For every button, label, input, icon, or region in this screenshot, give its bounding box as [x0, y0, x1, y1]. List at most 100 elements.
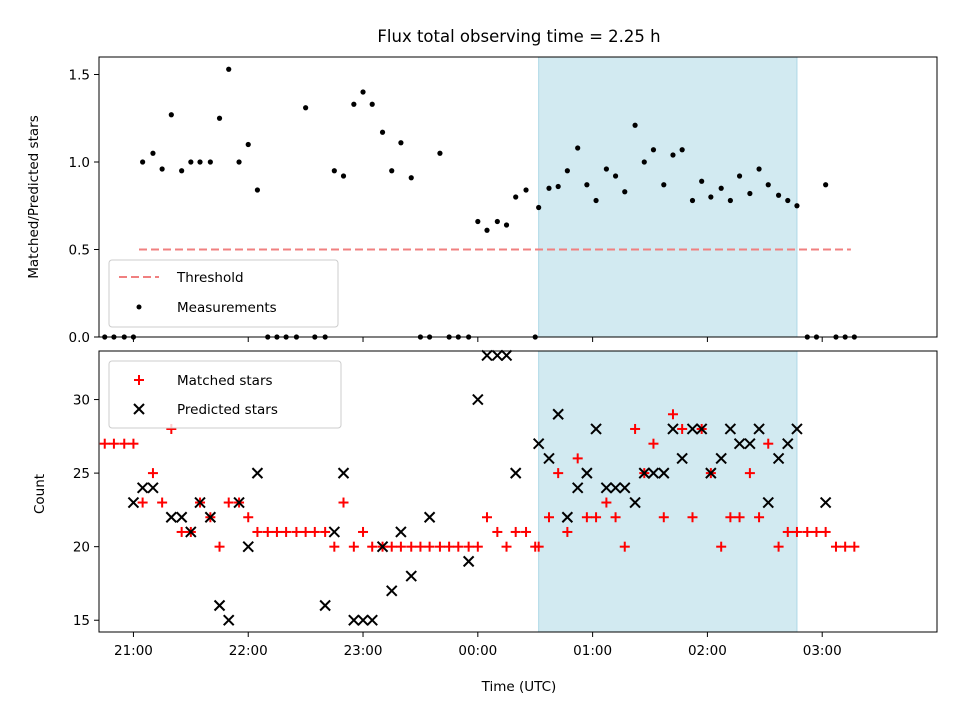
predicted-star-marker — [667, 423, 679, 435]
matched-star-marker — [108, 438, 119, 449]
matched-star-marker — [802, 526, 813, 537]
bottom-y-tick-label: 15 — [73, 613, 90, 629]
matched-star-marker — [453, 541, 464, 552]
predicted-star-marker — [348, 614, 360, 626]
predicted-star-marker — [491, 349, 504, 362]
measurement-point — [351, 101, 357, 107]
top-plot-frame — [98, 56, 938, 338]
measurement-point — [833, 334, 839, 340]
legend-threshold-label: Threshold — [176, 270, 244, 286]
predicted-star-marker — [194, 496, 206, 509]
measurement-point — [340, 173, 347, 179]
matched-star-marker — [630, 423, 641, 434]
predicted-star-marker — [481, 349, 493, 362]
predicted-star-marker — [500, 349, 513, 362]
matched-star-marker — [648, 438, 659, 449]
predicted-star-marker — [319, 599, 331, 612]
measurement-point — [661, 182, 667, 188]
measurement-point — [466, 334, 472, 340]
predicted-star-marker — [581, 467, 593, 479]
measurement-point — [455, 334, 461, 340]
top-y-axis-label: Matched/Predicted stars — [26, 115, 42, 278]
measurement-point — [168, 112, 174, 118]
matched-star-marker — [119, 438, 130, 449]
measurement-point — [303, 105, 309, 111]
measurement-point — [650, 147, 657, 153]
measurement-point — [612, 173, 619, 179]
matched-star-marker — [243, 512, 254, 523]
matched-star-marker — [128, 438, 139, 449]
matched-star-marker — [619, 541, 630, 552]
top-legend: Threshold Measurements — [108, 259, 339, 328]
matched-star-marker — [271, 526, 282, 537]
predicted-star-marker — [600, 482, 613, 494]
predicted-star-marker — [462, 555, 475, 568]
measurement-point — [785, 197, 791, 204]
predicted-star-marker — [242, 540, 254, 553]
predicted-star-marker — [386, 585, 398, 597]
matched-star-marker — [309, 526, 320, 537]
matched-star-marker — [581, 512, 592, 523]
measurement-point — [179, 168, 185, 174]
measurement-point — [140, 159, 146, 165]
predicted-star-marker — [233, 496, 245, 509]
measurement-point — [150, 150, 156, 156]
matched-star-marker — [320, 526, 331, 537]
measurement-point — [484, 227, 490, 233]
predicted-star-marker — [165, 511, 178, 523]
predicted-star-marker — [366, 614, 378, 626]
matched-star-marker — [533, 541, 544, 552]
matched-star-marker — [830, 541, 841, 552]
measurement-point — [226, 66, 232, 72]
legend-measurements-swatch — [136, 304, 142, 310]
measurement-point — [513, 194, 519, 200]
matched-star-marker — [716, 541, 727, 552]
matched-star-marker — [176, 526, 187, 537]
matched-star-marker — [348, 541, 359, 552]
measurement-point — [813, 334, 820, 340]
matched-star-marker — [214, 541, 225, 552]
matched-star-marker — [658, 512, 669, 523]
measurement-point — [274, 334, 280, 340]
measurement-point — [389, 168, 395, 174]
x-tick-label: 03:00 — [803, 643, 842, 659]
top-y-tick-label: 1.0 — [69, 155, 90, 171]
predicted-star-marker — [204, 511, 217, 523]
predicted-star-marker — [638, 467, 650, 479]
legend-predicted-label: Predicted stars — [177, 402, 278, 418]
measurement-point — [236, 159, 242, 165]
predicted-star-marker — [647, 467, 660, 479]
measurement-point — [197, 159, 203, 165]
predicted-star-marker — [223, 614, 235, 626]
predicted-star-marker — [705, 467, 717, 479]
matched-star-marker — [137, 497, 148, 508]
measurement-point — [446, 334, 452, 340]
top-panel: 0.0 0.5 1.0 1.5 Matched/Predicted stars Thr… — [26, 56, 938, 346]
matched-star-marker — [811, 526, 822, 537]
measurement-point — [689, 197, 696, 204]
top-legend-box — [108, 259, 339, 328]
measurement-point — [159, 166, 165, 172]
top-y-tick-label: 1.5 — [69, 68, 90, 84]
predicted-star-marker — [695, 423, 708, 435]
predicted-star-marker — [395, 526, 407, 538]
measurement-point — [111, 334, 117, 340]
predicted-star-marker — [552, 408, 564, 420]
predicted-star-marker — [819, 496, 832, 509]
predicted-star-marker — [619, 482, 631, 494]
matched-star-marker — [300, 526, 311, 537]
matched-star-marker — [754, 512, 765, 523]
matched-star-marker — [99, 438, 110, 449]
matched-star-marker — [492, 526, 503, 537]
measurement-point — [360, 89, 366, 95]
matched-star-marker — [667, 409, 678, 420]
measurement-point — [736, 173, 743, 179]
predicted-star-marker — [337, 467, 350, 479]
measurement-point — [283, 334, 289, 340]
matched-star-marker — [147, 468, 158, 479]
measurement-point — [555, 183, 561, 190]
matched-star-marker — [572, 453, 583, 464]
measurement-point — [727, 197, 733, 204]
measurement-point — [216, 115, 223, 121]
